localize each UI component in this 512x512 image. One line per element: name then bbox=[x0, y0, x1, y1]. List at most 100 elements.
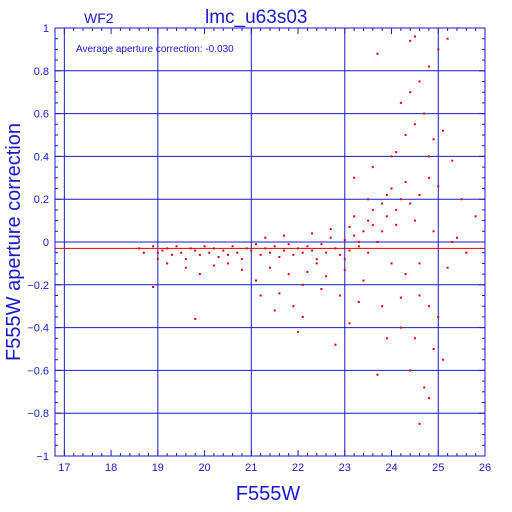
data-point bbox=[390, 187, 393, 190]
x-tick-labels: 17 18 19 20 21 22 23 24 25 26 bbox=[58, 462, 491, 474]
data-point bbox=[320, 243, 323, 246]
data-point bbox=[292, 253, 295, 256]
data-point bbox=[371, 208, 374, 211]
x-tick-label: 25 bbox=[432, 462, 444, 474]
data-point bbox=[343, 238, 346, 241]
y-tick-label: 0.8 bbox=[34, 66, 49, 78]
data-point bbox=[446, 37, 449, 40]
data-point bbox=[404, 134, 407, 136]
data-point bbox=[339, 253, 342, 256]
data-point bbox=[441, 358, 444, 361]
data-point bbox=[446, 266, 449, 269]
data-point bbox=[381, 230, 384, 233]
data-point bbox=[427, 176, 430, 179]
data-point bbox=[138, 247, 141, 250]
data-point bbox=[395, 151, 398, 154]
data-point bbox=[395, 223, 398, 226]
data-point bbox=[287, 273, 290, 276]
x-tick-label: 22 bbox=[292, 462, 304, 474]
data-point bbox=[409, 91, 412, 94]
data-point bbox=[371, 223, 374, 226]
data-point bbox=[217, 255, 220, 258]
data-point bbox=[161, 249, 164, 252]
y-tick-label: 1 bbox=[43, 23, 49, 35]
y-tick-label: −1 bbox=[36, 451, 49, 463]
data-point bbox=[343, 258, 346, 261]
data-point bbox=[455, 236, 458, 239]
data-point bbox=[409, 369, 412, 372]
data-point bbox=[362, 279, 365, 282]
data-point bbox=[381, 305, 384, 308]
data-point bbox=[460, 198, 463, 201]
x-tick-label: 20 bbox=[198, 462, 210, 474]
data-point bbox=[413, 35, 416, 38]
data-point bbox=[212, 264, 215, 267]
data-point bbox=[348, 249, 351, 252]
x-axis-title: F555W bbox=[236, 483, 301, 505]
y-tick-label: −0.4 bbox=[27, 323, 49, 335]
data-point bbox=[297, 330, 300, 333]
y-tick-label: 0.2 bbox=[34, 194, 49, 206]
data-point bbox=[343, 268, 346, 271]
data-point bbox=[301, 251, 304, 254]
data-point bbox=[437, 185, 440, 188]
data-point bbox=[264, 236, 267, 239]
data-point bbox=[437, 315, 440, 318]
data-point bbox=[399, 326, 402, 329]
data-point bbox=[367, 251, 370, 254]
data-point bbox=[194, 318, 197, 321]
data-point bbox=[390, 155, 393, 158]
data-point bbox=[427, 155, 430, 158]
data-point bbox=[404, 181, 407, 184]
data-point bbox=[423, 386, 426, 389]
data-point bbox=[198, 273, 201, 276]
x-tick-label: 17 bbox=[58, 462, 70, 474]
data-point bbox=[339, 294, 342, 297]
reference-lines bbox=[55, 241, 485, 249]
data-point bbox=[142, 251, 145, 254]
data-point bbox=[156, 258, 159, 261]
data-point bbox=[273, 245, 276, 248]
data-point bbox=[311, 232, 314, 235]
data-point bbox=[278, 292, 281, 295]
data-point bbox=[152, 245, 155, 248]
data-point bbox=[353, 234, 356, 237]
data-point bbox=[273, 309, 276, 312]
data-point bbox=[395, 208, 398, 211]
data-point bbox=[240, 268, 243, 271]
y-tick-label: 0.4 bbox=[34, 151, 49, 163]
data-point bbox=[226, 262, 229, 265]
data-point bbox=[184, 258, 187, 261]
data-point bbox=[240, 258, 243, 261]
data-point bbox=[376, 241, 379, 243]
data-point bbox=[203, 245, 206, 248]
x-tick-label: 23 bbox=[339, 462, 351, 474]
data-point bbox=[381, 202, 384, 205]
chart-title: lmc_u63s03 bbox=[205, 7, 307, 28]
data-point bbox=[357, 241, 360, 243]
data-point bbox=[315, 258, 318, 261]
data-point bbox=[264, 247, 267, 250]
data-point bbox=[413, 219, 416, 222]
data-point bbox=[306, 270, 309, 273]
data-point bbox=[320, 288, 323, 291]
data-point bbox=[325, 275, 328, 278]
data-point bbox=[362, 230, 365, 233]
data-point bbox=[306, 245, 309, 248]
data-point bbox=[180, 251, 183, 254]
data-point bbox=[222, 249, 225, 252]
data-point bbox=[413, 337, 416, 340]
axis-ticks bbox=[54, 27, 486, 457]
data-point bbox=[432, 348, 435, 350]
data-point bbox=[348, 226, 351, 229]
data-point bbox=[409, 202, 412, 205]
data-point bbox=[385, 193, 388, 196]
y-tick-label: −0.2 bbox=[27, 280, 49, 292]
data-point bbox=[399, 101, 402, 104]
data-point bbox=[269, 266, 271, 269]
data-point bbox=[427, 65, 430, 68]
data-point bbox=[418, 294, 421, 297]
chip-label: WF2 bbox=[84, 10, 114, 26]
data-point bbox=[301, 315, 304, 318]
